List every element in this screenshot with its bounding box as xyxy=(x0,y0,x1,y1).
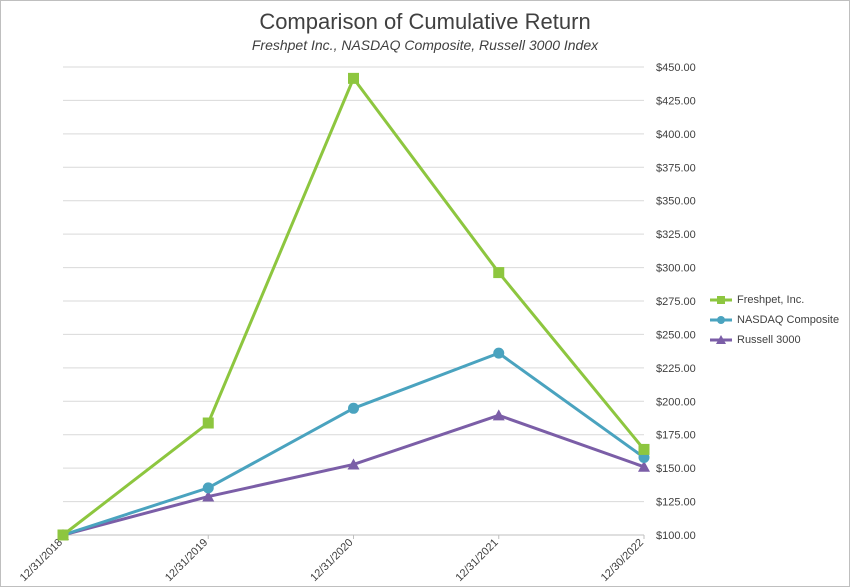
x-tick-label: 12/30/2022 xyxy=(599,537,646,584)
x-tick-label: 12/31/2020 xyxy=(308,537,355,584)
data-point-freshpet-inc xyxy=(348,72,359,84)
legend-swatch xyxy=(710,296,732,304)
y-tick-label: $425.00 xyxy=(656,95,696,107)
data-point-russell-3000 xyxy=(492,409,505,421)
data-point-nasdaq-composite xyxy=(348,402,359,414)
x-tick-label: 12/31/2018 xyxy=(18,537,65,584)
y-tick-label: $450.00 xyxy=(656,62,696,74)
legend-swatch xyxy=(710,316,732,324)
x-tick-label: 12/31/2019 xyxy=(163,537,210,584)
legend-label: Freshpet, Inc. xyxy=(737,294,805,306)
series-line-russell-3000 xyxy=(62,413,645,537)
y-tick-label: $250.00 xyxy=(656,329,696,341)
y-tick-label: $200.00 xyxy=(656,396,696,408)
chart-subtitle: Freshpet Inc., NASDAQ Composite, Russell… xyxy=(251,37,599,53)
y-tick-label: $175.00 xyxy=(656,430,696,442)
data-point-freshpet-inc xyxy=(202,417,214,429)
y-tick-label: $125.00 xyxy=(656,497,696,509)
data-point-freshpet-inc xyxy=(493,267,505,279)
y-tick-label: $275.00 xyxy=(656,296,696,308)
y-tick-label: $375.00 xyxy=(656,162,696,174)
data-point-nasdaq-composite xyxy=(493,347,505,359)
y-tick-label: $225.00 xyxy=(656,363,696,375)
data-point-russell-3000 xyxy=(202,490,215,502)
y-tick-label: $150.00 xyxy=(656,463,696,475)
legend-label: NASDAQ Composite xyxy=(737,314,840,326)
y-tick-label: $100.00 xyxy=(656,530,696,542)
series-line-nasdaq-composite xyxy=(62,351,645,537)
data-point-freshpet-inc xyxy=(57,529,69,541)
y-tick-label: $325.00 xyxy=(656,229,696,241)
data-point-nasdaq-composite xyxy=(202,482,214,494)
y-tick-label: $300.00 xyxy=(656,263,696,275)
data-point-freshpet-inc xyxy=(638,443,650,455)
data-point-russell-3000 xyxy=(347,458,360,470)
y-tick-label: $350.00 xyxy=(656,196,696,208)
y-tick-label: $400.00 xyxy=(656,129,696,141)
legend-swatch xyxy=(710,335,732,344)
data-point-russell-3000 xyxy=(638,460,650,472)
chart-title: Comparison of Cumulative Return xyxy=(259,9,591,34)
x-tick-label: 12/31/2021 xyxy=(453,537,500,584)
legend-label: Russell 3000 xyxy=(737,334,801,346)
